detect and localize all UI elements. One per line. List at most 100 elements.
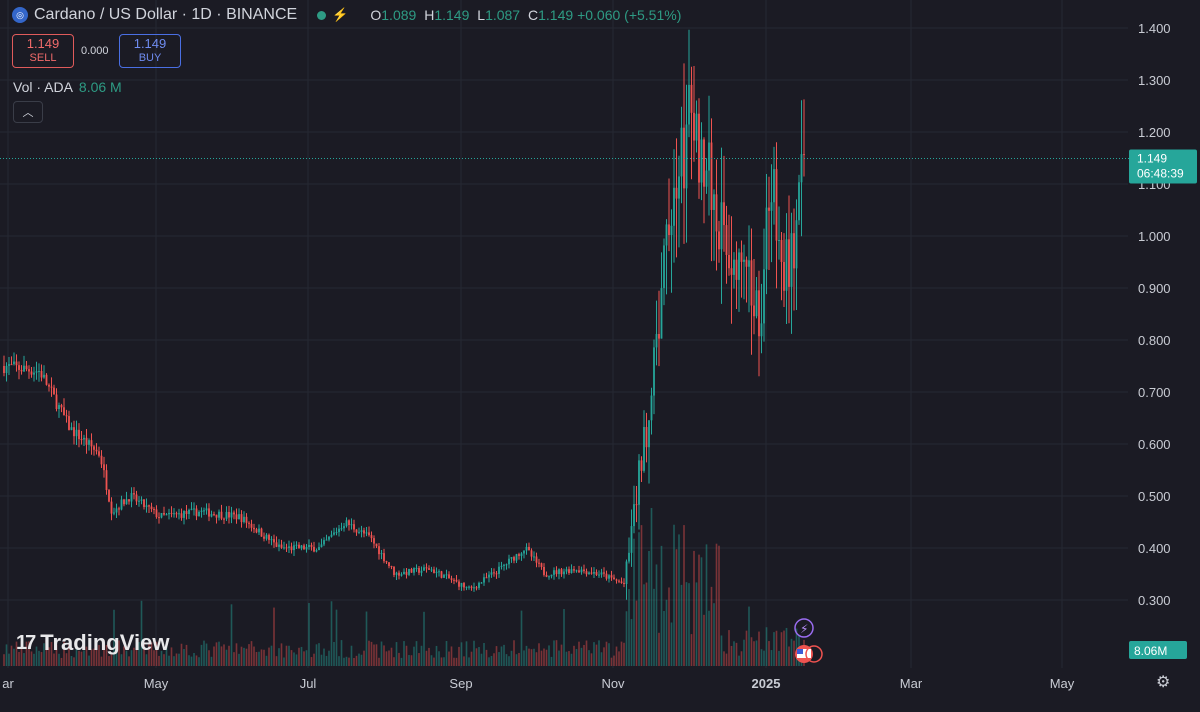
candle-body — [110, 501, 113, 514]
candle-body — [265, 534, 268, 539]
candle-body — [673, 187, 675, 226]
volume-bar — [575, 649, 578, 666]
candle-body — [120, 499, 123, 510]
candle-body — [208, 508, 210, 517]
volume-bar — [418, 653, 420, 666]
candle-body — [230, 512, 233, 518]
volume-bar — [760, 649, 763, 666]
volume-bar — [725, 653, 728, 666]
volume-bar — [63, 641, 65, 666]
candle-body — [270, 539, 273, 541]
volume-bar — [700, 557, 703, 666]
high-value: 1.149 — [434, 7, 470, 23]
candle-body — [305, 546, 308, 550]
symbol-title[interactable]: Cardano / US Dollar · 1D · BINANCE — [34, 6, 298, 23]
volume-bar — [390, 647, 393, 666]
volume-bar — [655, 564, 658, 666]
volume-bar — [768, 641, 770, 666]
candle-body — [445, 574, 448, 576]
candle-body — [793, 233, 795, 269]
volume-bar — [730, 645, 733, 666]
market-status-icon[interactable] — [317, 10, 327, 20]
volume-bar — [593, 642, 595, 666]
volume-bar — [40, 652, 43, 666]
grid-lines — [0, 0, 1128, 668]
volume-bar — [383, 645, 385, 666]
candle-body — [713, 194, 715, 210]
buy-button[interactable]: 1.149 BUY — [119, 34, 181, 68]
volume-bar — [288, 645, 290, 666]
candle-body — [38, 370, 40, 372]
volume-bar — [120, 654, 123, 666]
time-tick-label: May — [144, 676, 169, 691]
candle-body — [590, 572, 593, 574]
candle-body — [758, 290, 760, 337]
lightning-event-icon[interactable] — [794, 618, 814, 638]
volume-bar — [735, 642, 738, 666]
price-axis[interactable]: 1.4001.3001.2001.1001.0000.9000.8000.700… — [1138, 21, 1171, 608]
time-tick-label: Mar — [900, 676, 923, 691]
candle-body — [645, 427, 648, 448]
candle-body — [608, 575, 610, 579]
volume-bar — [180, 643, 183, 666]
candle-body — [500, 565, 503, 567]
volume-bar — [58, 653, 60, 666]
price-tick-label: 1.200 — [1138, 125, 1171, 140]
volume-bar — [755, 640, 758, 666]
event-icons[interactable]: ⚡ — [794, 618, 823, 663]
candle-body — [595, 571, 598, 575]
volume-bar — [388, 650, 390, 666]
volume-bar — [213, 646, 215, 666]
price-tick-label: 0.500 — [1138, 489, 1171, 504]
candle-body — [243, 516, 245, 523]
lightning-icon[interactable]: ⚡ — [332, 7, 349, 22]
volume-bar — [693, 550, 695, 666]
volume-bar — [3, 654, 5, 666]
candle-body — [345, 520, 348, 527]
price-tick-label: 0.800 — [1138, 333, 1171, 348]
time-tick-label: May — [1050, 676, 1075, 691]
sell-button[interactable]: 1.149 SELL — [12, 34, 74, 68]
candle-body — [300, 545, 303, 549]
volume-bar — [703, 614, 705, 666]
svg-text:⚡: ⚡ — [800, 622, 808, 636]
candle-body — [303, 545, 305, 550]
volume-bar — [333, 641, 335, 666]
volume-bar — [20, 641, 23, 666]
candle-body — [438, 571, 440, 573]
candle-body — [768, 207, 770, 211]
volume-bar — [630, 619, 633, 666]
volume-bar — [248, 644, 250, 666]
collapse-button[interactable]: ︿ — [13, 101, 43, 123]
volume-bar — [293, 652, 295, 666]
candle-body — [688, 84, 690, 125]
candle-body — [653, 347, 655, 396]
gear-icon[interactable]: ⚙ — [1156, 674, 1171, 691]
candle-body — [785, 239, 788, 291]
candle-body — [70, 427, 73, 430]
volume-label: Vol · ADA — [13, 79, 73, 95]
volume-bar — [285, 645, 288, 666]
candle-body — [620, 581, 623, 583]
volume-bar — [295, 654, 298, 666]
candle-body — [698, 113, 700, 183]
candle-body — [668, 224, 670, 236]
candle-body — [545, 574, 548, 577]
candle-body — [350, 524, 353, 526]
candle-body — [638, 460, 640, 505]
volume-bar — [608, 643, 610, 666]
time-axis[interactable]: ar May Jul Sep Nov 2025 Mar May — [2, 676, 1075, 691]
volume-bar — [555, 640, 558, 666]
candle-body — [385, 561, 388, 563]
volume-bar — [433, 657, 435, 666]
volume-bar — [690, 634, 693, 666]
volume-bar — [545, 649, 548, 666]
candle-body — [603, 572, 605, 574]
volume-bar — [595, 644, 598, 666]
volume-bar — [75, 644, 78, 666]
candle-body — [183, 511, 185, 518]
volume-bar — [105, 644, 108, 666]
candle-body — [678, 176, 680, 199]
volume-bar — [348, 657, 350, 666]
